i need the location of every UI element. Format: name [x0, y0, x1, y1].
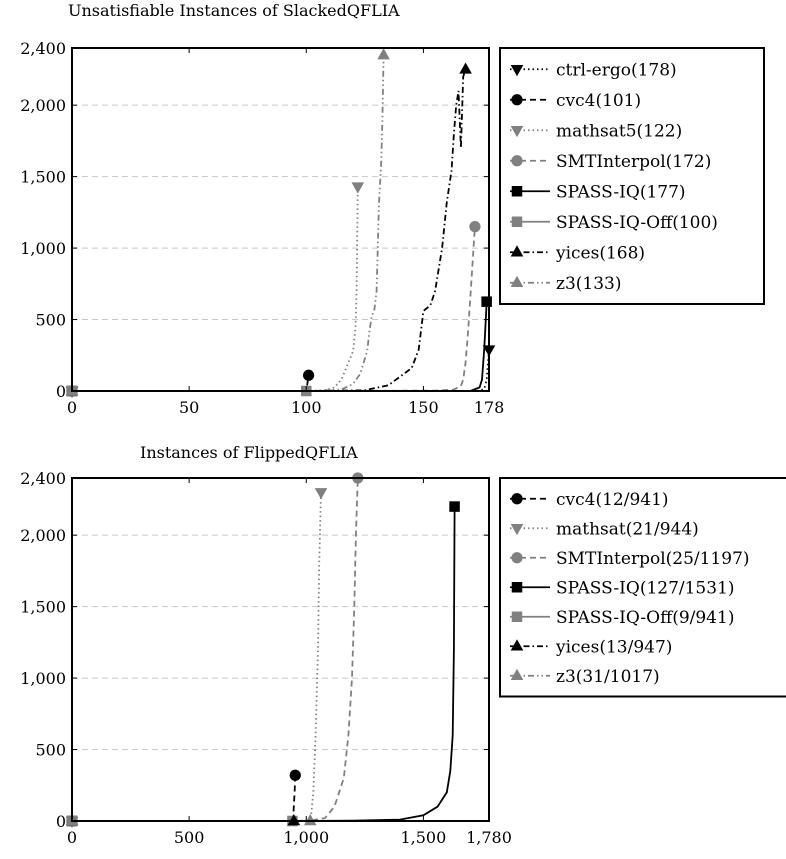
series-line — [72, 69, 467, 392]
x-tick-label: 1,780 — [466, 828, 512, 847]
x-tick-label: 100 — [291, 398, 322, 417]
y-tick-label: 0 — [56, 382, 66, 401]
legend-label: z3(31/1017) — [556, 667, 660, 687]
marker-square — [449, 501, 460, 512]
series-line — [72, 186, 359, 392]
plot-frame — [71, 47, 490, 392]
marker-square — [481, 296, 492, 307]
marker-circle — [289, 769, 301, 781]
legend-item: SMTInterpol(25/1197) — [510, 549, 750, 569]
series-line — [72, 492, 322, 822]
x-tick-label: 1,500 — [400, 828, 446, 847]
legend-label: SPASS-IQ-Off(9/941) — [556, 608, 734, 628]
legend-item: yices(13/947) — [510, 637, 672, 657]
legend-label: cvc4(101) — [556, 91, 641, 111]
y-tick-label: 0 — [56, 812, 66, 831]
x-tick-label: 1,000 — [283, 828, 329, 847]
series-line — [72, 301, 488, 392]
legend-item: yices(168) — [510, 243, 645, 263]
x-tick-label: 50 — [179, 398, 199, 417]
x-tick-label: 0 — [67, 398, 77, 417]
legend-item: ctrl-ergo(178) — [510, 60, 677, 80]
legend-item: cvc4(101) — [510, 91, 641, 111]
marker-circle — [303, 369, 315, 381]
legend-item: SPASS-IQ-Off(9/941) — [510, 608, 734, 628]
y-tick-label: 2,400 — [20, 469, 66, 488]
legend-label: SMTInterpol(172) — [556, 152, 711, 172]
series-line — [72, 775, 297, 822]
marker-triangle-up — [510, 639, 524, 651]
x-tick-label: 500 — [174, 828, 205, 847]
legend-label: SMTInterpol(25/1197) — [556, 549, 750, 569]
marker-triangle-down — [510, 65, 524, 77]
legend-box — [499, 47, 765, 305]
legend-label: mathsat5(122) — [556, 121, 682, 141]
marker-triangle-up — [459, 62, 472, 74]
y-tick-label: 2,000 — [20, 96, 66, 115]
marker-square — [511, 611, 523, 622]
y-tick-label: 1,000 — [20, 669, 66, 688]
y-tick-label: 2,000 — [20, 526, 66, 545]
x-tick-label: 150 — [408, 398, 439, 417]
chart-flippedqflia: Instances of FlippedQFLIA 0 500 1,000 1,500… — [20, 443, 786, 847]
series-line — [72, 375, 310, 392]
y-tick-label: 2,400 — [20, 39, 66, 58]
marker-square — [511, 216, 523, 227]
marker-triangle-up — [303, 814, 317, 826]
legend-item: SPASS-IQ(127/1531) — [510, 578, 735, 598]
y-tick-label: 1,500 — [20, 168, 66, 187]
legend-item: SMTInterpol(172) — [510, 152, 711, 172]
y-tick-label: 1,500 — [20, 598, 66, 617]
marker-triangle-up — [377, 48, 390, 60]
marker-circle — [511, 493, 523, 505]
series-line — [72, 226, 476, 392]
marker-circle — [511, 552, 523, 564]
legend-label: yices(13/947) — [555, 637, 672, 657]
x-tick-label: 178 — [474, 398, 505, 417]
legend: cvc4(12/941) mathsat(21/944) SMTInterpol(2… — [499, 477, 786, 698]
chart-title: Instances of FlippedQFLIA — [140, 443, 358, 462]
legend-item: z3(31/1017) — [510, 667, 660, 687]
marker-triangle-down — [510, 524, 524, 536]
marker-circle — [469, 221, 481, 233]
marker-triangle-up — [287, 814, 301, 826]
marker-triangle-up — [510, 668, 524, 680]
series-line — [72, 477, 359, 822]
marker-triangle-down — [314, 488, 328, 500]
plot-frame — [71, 477, 490, 822]
marker-triangle-up — [510, 245, 524, 257]
legend-label: mathsat(21/944) — [556, 519, 699, 539]
legend-label: ctrl-ergo(178) — [556, 60, 677, 80]
legend-item: cvc4(12/941) — [510, 490, 669, 510]
legend-item: mathsat(21/944) — [510, 519, 699, 539]
legend-label: cvc4(12/941) — [556, 490, 669, 510]
series-line — [72, 506, 456, 822]
marker-square — [511, 186, 523, 197]
series-line — [72, 349, 490, 392]
y-tick-label: 1,000 — [20, 239, 66, 258]
y-tick-label: 500 — [35, 741, 66, 760]
marker-triangle-down — [510, 126, 524, 138]
series-line — [72, 55, 385, 392]
y-tick-label: 500 — [35, 311, 66, 330]
legend-label: SPASS-IQ(177) — [556, 182, 686, 202]
legend-label: z3(133) — [556, 274, 622, 294]
chart-slackedqflia: Unsatisfiable Instances of SlackedQFLIA … — [20, 1, 765, 417]
legend-item: mathsat5(122) — [510, 121, 682, 141]
marker-circle — [511, 155, 523, 167]
legend-item: SPASS-IQ(177) — [510, 182, 686, 202]
x-tick-label: 0 — [67, 828, 77, 847]
chart-title: Unsatisfiable Instances of SlackedQFLIA — [68, 1, 400, 20]
legend: ctrl-ergo(178) cvc4(101) mathsat5(122) SMTI… — [499, 47, 765, 305]
marker-triangle-down — [351, 182, 365, 194]
legend-item: z3(133) — [510, 274, 622, 294]
marker-square — [511, 582, 523, 593]
marker-circle — [511, 94, 523, 106]
legend-label: SPASS-IQ(127/1531) — [556, 578, 735, 598]
marker-triangle-up — [510, 275, 524, 287]
legend-label: SPASS-IQ-Off(100) — [556, 213, 718, 233]
legend-label: yices(168) — [555, 243, 645, 263]
legend-item: SPASS-IQ-Off(100) — [510, 213, 718, 233]
